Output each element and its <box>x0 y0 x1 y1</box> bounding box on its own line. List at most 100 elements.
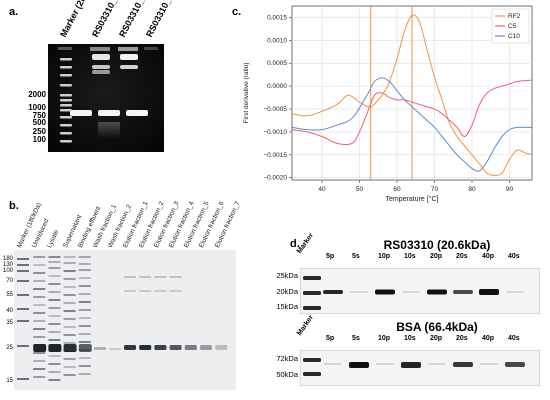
x-tick-label: 70 <box>431 186 439 193</box>
protein-band <box>63 318 76 320</box>
blot-band <box>479 289 499 295</box>
gel-b-size-label: 25 <box>6 345 13 351</box>
marker-band <box>17 280 29 282</box>
blot-lane-label: 40p <box>482 335 495 342</box>
ladder-band <box>60 109 72 112</box>
elution-band <box>169 345 182 350</box>
gel-a-size-label: 500 <box>32 118 46 127</box>
wash-band <box>109 348 121 350</box>
x-tick-label: 80 <box>468 186 476 193</box>
blot-band <box>453 362 473 367</box>
elution-minor-band <box>124 290 136 292</box>
gel-band-product <box>126 110 148 116</box>
protein-band <box>48 291 61 293</box>
elution-minor-band <box>154 276 167 278</box>
ladder-band <box>60 94 72 97</box>
protein-band <box>78 317 91 319</box>
protein-band <box>63 286 76 288</box>
gel-band-top <box>120 54 138 60</box>
blot-marker-band <box>303 291 321 295</box>
marker-band <box>17 270 29 272</box>
target-band <box>63 344 77 352</box>
gel-well <box>144 47 158 50</box>
protein-band <box>33 256 46 258</box>
protein-band <box>78 357 91 359</box>
sds-gel-background <box>14 250 236 390</box>
gel-a-lane-label: RS03310_3 <box>144 0 176 39</box>
y-tick-label: −0.0015 <box>263 152 287 159</box>
protein-band <box>78 277 91 279</box>
blot2-membrane <box>300 350 540 386</box>
protein-band <box>63 366 76 368</box>
legend-entry: RF2 <box>508 13 521 20</box>
blot-lane-label: 40p <box>482 253 495 260</box>
blot-marker-band <box>303 306 321 310</box>
protein-band <box>78 269 91 271</box>
blot-band <box>401 362 421 368</box>
y-tick-label: 0.0010 <box>267 37 287 44</box>
protein-band <box>48 315 61 317</box>
protein-band <box>78 373 91 375</box>
target-band <box>48 344 62 352</box>
blot-lane-label: 40s <box>508 253 520 260</box>
blot-lane-label: 5p <box>326 253 335 260</box>
marker-band <box>17 345 29 347</box>
blot1-size-label: 20kDa <box>276 287 298 296</box>
y-tick-label: 0.0005 <box>267 60 287 67</box>
blot-faint-band <box>376 363 394 365</box>
protein-band <box>78 365 91 367</box>
marker-band <box>17 378 29 380</box>
blot2-size-label: 72kDa <box>276 354 298 363</box>
gel-band-upper <box>120 65 138 69</box>
protein-band <box>78 341 91 343</box>
gel-b-size-label: 70 <box>6 278 13 284</box>
blot1-size-label: 15kDa <box>276 302 298 311</box>
blot-band <box>349 362 369 368</box>
blot-marker-band <box>303 372 321 376</box>
blot-faint-band <box>428 363 446 365</box>
y-tick-label: 0.0000 <box>267 83 287 90</box>
protein-band <box>63 374 76 376</box>
ladder-band <box>60 99 72 102</box>
blot-faint-band <box>480 363 498 365</box>
x-tick-label: 60 <box>393 186 401 193</box>
target-band <box>33 344 47 352</box>
protein-band <box>78 333 91 335</box>
protein-band <box>33 328 46 330</box>
ladder-band <box>60 124 72 127</box>
protein-band <box>63 294 76 296</box>
protein-band <box>33 368 46 370</box>
protein-band <box>63 358 76 360</box>
blot-lane-label: 10p <box>378 335 391 342</box>
ladder-band <box>60 116 72 119</box>
protein-band <box>48 299 61 301</box>
gel-band-top <box>92 54 110 60</box>
elution-minor-band <box>139 276 152 278</box>
protein-band <box>78 263 91 265</box>
blot-lane-label: 10s <box>404 335 416 342</box>
protein-band <box>33 272 46 274</box>
protein-band <box>48 371 61 373</box>
target-band <box>78 344 92 352</box>
blot-faint-band <box>324 363 342 365</box>
protein-band <box>48 331 61 333</box>
derivative-melt-chart: 40 50 60 70 80 90 −0.0020 −0.0015 −0.0010 −0.0005… <box>243 5 533 203</box>
elution-minor-band <box>139 290 152 292</box>
protein-band <box>63 278 76 280</box>
elution-band <box>200 345 212 350</box>
panel-a-label: a. <box>9 6 19 18</box>
protein-band <box>33 312 46 314</box>
ladder-band <box>60 74 72 77</box>
gel-b-lane-label: Lysate <box>46 228 61 249</box>
blot-lane-label: 40s <box>508 335 520 342</box>
gel-a-lane-label: Marker (2kb) <box>58 0 92 39</box>
protein-band <box>33 288 46 290</box>
gel-a-size-label: 250 <box>32 127 46 136</box>
gel-b-size-label: 180 <box>2 256 13 262</box>
gel-band-product <box>98 110 120 116</box>
blot-lane-label: 20s <box>456 335 468 342</box>
y-tick-label: −0.0020 <box>263 175 287 182</box>
ladder-band <box>60 58 72 61</box>
blot2-size-label: 50kDa <box>276 370 298 379</box>
blot-lane-label: 20s <box>456 253 468 260</box>
